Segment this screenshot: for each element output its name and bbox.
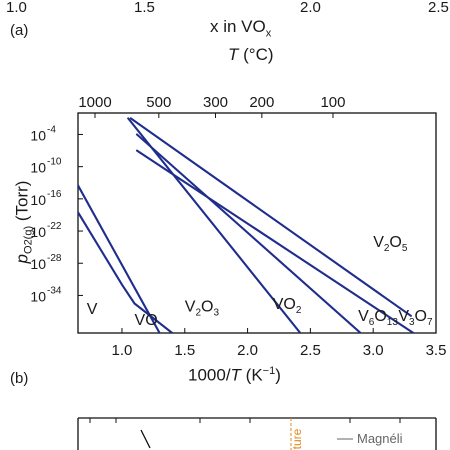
temperature-axis-label-italic: T [228, 45, 239, 64]
panel-b-legend-label: Magnéli [357, 431, 403, 446]
series-line-1 [78, 184, 161, 333]
y-tick-label: 10 [30, 256, 46, 272]
x-tick-label: 3.0 [363, 342, 384, 359]
series-line-2 [78, 211, 174, 333]
temperature-axis-label: T (°C) [228, 46, 274, 63]
temperature-axis-label-rest: (°C) [238, 45, 274, 64]
vox-axis-label-sub: x [265, 27, 272, 40]
y-tick-label: 10 [30, 288, 46, 304]
y-tick-exponent: -10 [47, 157, 62, 168]
region-label: V2O5 [373, 234, 408, 254]
y-tick-exponent: -34 [47, 285, 62, 296]
x-axis-label-unit: (K [240, 365, 263, 385]
x-axis-label-italic: T [230, 365, 241, 385]
series-line-6 [129, 117, 412, 317]
region-label: VO2 [273, 296, 302, 316]
vox-tick-1: 1.0 [6, 0, 27, 16]
x-tick-label: 1.5 [174, 342, 195, 359]
y-tick-exponent: -16 [47, 189, 62, 200]
region-label: V6O13 [358, 308, 398, 328]
region-label: V3O7 [398, 308, 433, 328]
x-tick-label: 2.0 [237, 342, 258, 359]
y-tick-label: 10 [30, 224, 46, 240]
vox-tick-3: 2.0 [300, 0, 321, 16]
series-line-3 [127, 117, 302, 333]
y-tick-label: 10 [30, 127, 46, 143]
panel-b-rotated-label: ture [290, 428, 304, 450]
top-tick-label: 100 [320, 94, 345, 111]
top-tick-label: 500 [146, 94, 171, 111]
y-tick-exponent: -22 [47, 221, 62, 232]
top-tick-label: 300 [203, 94, 228, 111]
x-tick-label: 1.0 [112, 342, 133, 359]
panel-a-label: (a) [10, 22, 29, 39]
vox-axis-label: x in VOx [210, 18, 271, 39]
y-tick-label: 10 [30, 192, 46, 208]
x-axis-label: 1000/T (K−1) [188, 366, 281, 384]
region-label: V2O3 [185, 299, 220, 319]
top-tick-label: 1000 [78, 94, 111, 111]
vox-tick-2: 1.5 [134, 0, 155, 16]
x-axis-label-prefix: 1000/ [188, 365, 231, 385]
x-axis-label-close: ) [275, 365, 281, 385]
y-tick-label: 10 [30, 160, 46, 176]
top-tick-label: 200 [249, 94, 274, 111]
region-label: V [87, 301, 98, 318]
x-tick-label: 2.5 [300, 342, 321, 359]
panel-b-label: (b) [10, 370, 29, 387]
vox-tick-4: 2.5 [428, 0, 449, 16]
vox-axis-label-prefix: x in VO [210, 17, 266, 36]
series-line-4 [135, 133, 362, 333]
plot-frame [77, 112, 437, 334]
x-axis-label-sup: −1 [262, 365, 276, 377]
panel-b-curve-fragment [140, 429, 151, 449]
y-tick-exponent: -28 [47, 253, 62, 264]
x-tick-label: 3.5 [426, 342, 447, 359]
series-line-5 [135, 149, 415, 333]
series-group [78, 117, 415, 333]
region-label: VO [135, 312, 158, 329]
y-tick-exponent: -4 [47, 124, 56, 135]
